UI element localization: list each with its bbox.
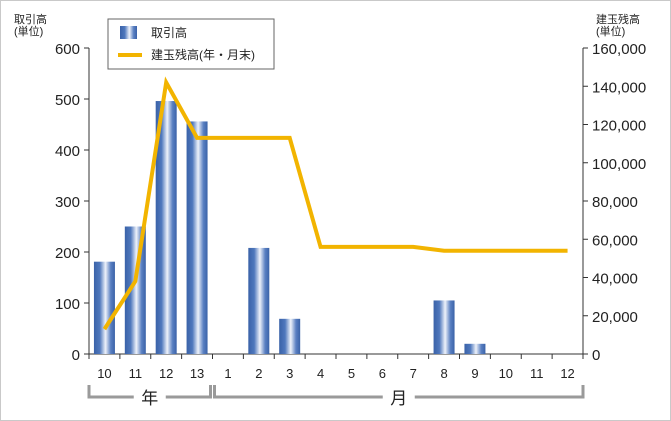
bar xyxy=(186,121,208,354)
x-axis-ticks: 10 11 12 13 1 2 3 4 5 6 7 8 9 10 11 12 xyxy=(88,354,584,381)
x-tick-label: 12 xyxy=(159,366,173,381)
x-tick-label: 11 xyxy=(129,366,143,381)
left-tick-label: 100 xyxy=(55,296,80,313)
bar xyxy=(433,300,455,354)
x-tick-label: 8 xyxy=(440,366,447,381)
left-tick-label: 300 xyxy=(55,194,80,211)
line-path xyxy=(102,76,568,331)
right-tick-label: 80,000 xyxy=(592,194,638,211)
group-label: 年 xyxy=(141,389,158,408)
right-axis-ticks: 0 20,000 40,000 60,000 80,000 100,000 120,000 1… xyxy=(583,41,646,364)
right-tick-label: 20,000 xyxy=(592,309,638,326)
right-tick-label: 160,000 xyxy=(592,41,646,58)
legend-bar-swatch xyxy=(120,26,137,39)
x-tick-label: 1 xyxy=(224,366,231,381)
left-axis-ticks: 0 100 200 300 400 500 600 xyxy=(55,41,89,364)
right-tick-label: 140,000 xyxy=(592,79,646,96)
right-axis-title: 建玉残高 xyxy=(596,12,640,26)
legend: 取引高 建玉残高(年・月末) xyxy=(107,18,275,70)
x-tick-label: 6 xyxy=(379,366,386,381)
right-tick-label: 0 xyxy=(592,347,600,364)
left-tick-label: 400 xyxy=(55,143,80,160)
group-label: 月 xyxy=(390,389,407,408)
bar xyxy=(464,343,486,354)
x-tick-label: 3 xyxy=(286,366,293,381)
group-bracket-right xyxy=(165,385,212,399)
left-tick-label: 200 xyxy=(55,245,80,262)
legend-line-label: 建玉残高(年・月末) xyxy=(151,47,255,62)
x-tick-label: 13 xyxy=(190,366,204,381)
left-tick-label: 500 xyxy=(55,92,80,109)
bar xyxy=(248,247,270,354)
right-tick-label: 100,000 xyxy=(592,156,646,173)
left-axis-title: 取引高 xyxy=(14,12,47,26)
line-series xyxy=(102,76,568,331)
right-tick-label: 60,000 xyxy=(592,232,638,249)
x-tick-label: 10 xyxy=(499,366,513,381)
bar xyxy=(279,318,301,354)
right-axis-unit: (単位) xyxy=(596,24,625,38)
x-tick-label: 9 xyxy=(471,366,478,381)
bar-series xyxy=(93,101,486,354)
right-tick-label: 40,000 xyxy=(592,271,638,288)
left-tick-label: 600 xyxy=(55,41,80,58)
x-tick-label: 7 xyxy=(410,366,417,381)
bar xyxy=(155,101,177,354)
x-tick-label: 5 xyxy=(348,366,355,381)
x-tick-label: 12 xyxy=(560,366,574,381)
x-tick-label: 2 xyxy=(255,366,262,381)
x-groups: 年月 xyxy=(87,385,585,408)
left-axis-unit: (単位) xyxy=(14,24,43,38)
left-tick-label: 0 xyxy=(72,347,80,364)
x-tick-label: 4 xyxy=(317,366,324,381)
legend-bar-label: 取引高 xyxy=(151,25,187,40)
bar xyxy=(93,261,115,354)
x-tick-label: 10 xyxy=(97,366,111,381)
right-tick-label: 120,000 xyxy=(592,118,646,135)
group-bracket-right xyxy=(414,385,585,399)
group-bracket-left xyxy=(87,385,134,399)
x-tick-label: 11 xyxy=(530,366,544,381)
group-bracket-left xyxy=(213,385,383,399)
